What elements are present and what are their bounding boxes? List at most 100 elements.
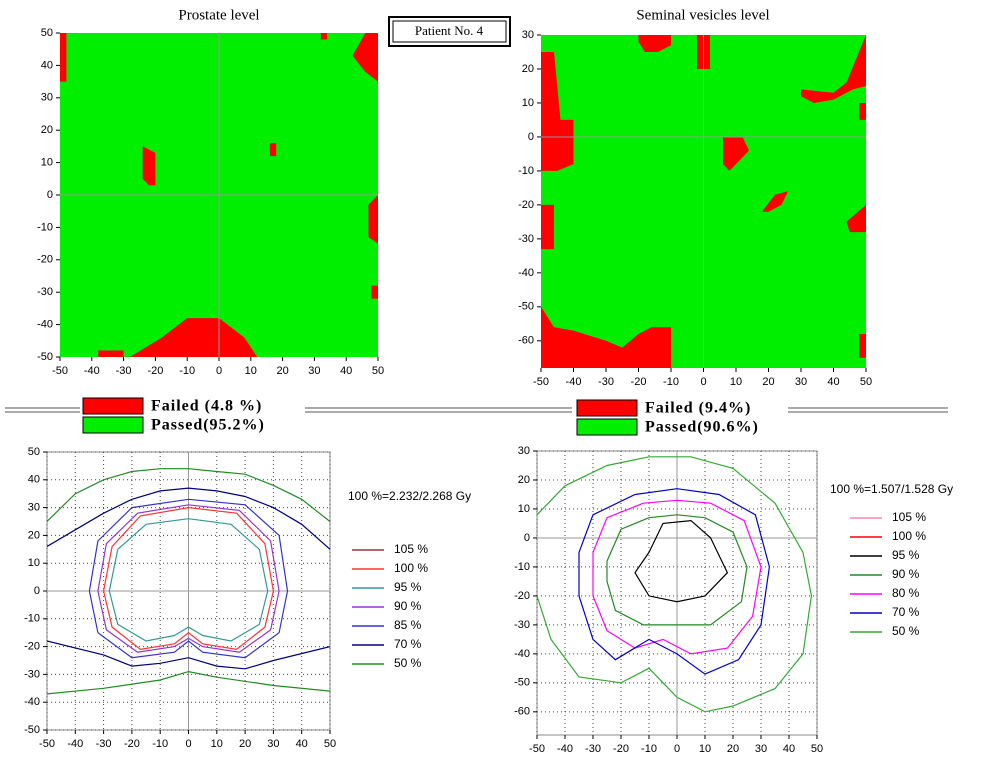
y-tick-label: -10 <box>514 561 530 573</box>
x-tick-label: 0 <box>216 365 222 377</box>
y-tick-label: 30 <box>522 29 534 41</box>
y-tick-label: -40 <box>37 319 53 331</box>
failed-region <box>762 191 788 212</box>
y-tick-label: -60 <box>514 706 530 718</box>
legend-label: Passed(95.2%) <box>151 417 265 434</box>
legend-label: 50 % <box>394 656 422 670</box>
failed-region <box>352 33 378 82</box>
x-tick-label: -30 <box>598 376 614 388</box>
legend-label: 100 % <box>394 561 428 575</box>
x-tick-label: 10 <box>699 743 711 755</box>
y-tick-label: -10 <box>37 221 53 233</box>
chart-title: Prostate level <box>178 7 259 23</box>
legend-label: 105 % <box>394 542 428 556</box>
x-tick-label: 30 <box>267 738 279 750</box>
y-tick-label: 30 <box>28 502 40 514</box>
y-tick-label: 10 <box>518 503 530 515</box>
label-box <box>388 16 511 47</box>
y-tick-label: -20 <box>518 199 534 211</box>
y-tick-label: 10 <box>522 97 534 109</box>
failed-region <box>60 33 67 82</box>
x-tick-label: 50 <box>860 376 872 388</box>
failed-region <box>638 35 671 52</box>
legend-label: 50 % <box>892 624 920 638</box>
x-tick-label: 10 <box>730 376 742 388</box>
x-tick-label: 30 <box>795 376 807 388</box>
legend-label: Failed (9.4%) <box>645 400 751 417</box>
failed-region <box>859 103 866 120</box>
x-tick-label: -30 <box>116 365 132 377</box>
plot <box>537 456 813 713</box>
x-tick-label: -10 <box>663 376 679 388</box>
isodose-line <box>634 519 729 603</box>
legend-label: 80 % <box>892 586 920 600</box>
legend-label: 70 % <box>892 605 920 619</box>
failed-region <box>142 146 156 186</box>
x-tick-label: 30 <box>755 743 767 755</box>
x-tick-label: -20 <box>613 743 629 755</box>
x-tick-label: -50 <box>39 738 55 750</box>
y-tick-label: 0 <box>47 189 53 201</box>
x-tick-label: -40 <box>557 743 573 755</box>
y-tick-label: 30 <box>41 92 53 104</box>
y-tick-label: -50 <box>37 351 53 363</box>
x-tick-label: -40 <box>566 376 582 388</box>
legend-label: 90 % <box>892 567 920 581</box>
x-tick-label: -30 <box>96 738 112 750</box>
failed-region <box>371 285 378 299</box>
y-tick-label: -30 <box>518 233 534 245</box>
failed-region <box>320 33 328 40</box>
x-tick-label: -20 <box>631 376 647 388</box>
x-tick-label: 50 <box>372 365 384 377</box>
isodose-line <box>97 504 280 653</box>
legend-swatch <box>82 416 144 434</box>
x-tick-label: -10 <box>179 365 195 377</box>
failed-region <box>846 204 866 233</box>
annotation: 100 %=1.507/1.528 Gy <box>830 482 953 496</box>
legend-label: 100 % <box>892 529 926 543</box>
legend-swatch <box>576 399 638 417</box>
y-tick-label: 40 <box>41 59 53 71</box>
isodose-line <box>578 488 771 675</box>
failed-region <box>859 334 866 358</box>
legend-label: 70 % <box>394 637 422 651</box>
plot <box>47 468 330 695</box>
x-tick-label: 0 <box>674 743 680 755</box>
isodose-line <box>537 456 813 713</box>
x-tick-label: 20 <box>239 738 251 750</box>
y-tick-label: 10 <box>41 157 53 169</box>
legend-label: Passed(90.6%) <box>645 419 759 436</box>
y-tick-label: 20 <box>41 124 53 136</box>
y-tick-label: 0 <box>34 585 40 597</box>
label-box-inner <box>392 20 507 43</box>
legend-label: 95 % <box>394 580 422 594</box>
y-tick-label: 0 <box>528 131 534 143</box>
y-tick-label: 40 <box>28 474 40 486</box>
failed-region <box>269 143 277 157</box>
y-tick-label: -30 <box>514 619 530 631</box>
x-tick-label: -50 <box>529 743 545 755</box>
failed-region <box>368 195 378 244</box>
patient-label: Patient No. 4 <box>415 23 484 38</box>
x-tick-label: 0 <box>700 376 706 388</box>
x-tick-label: 10 <box>211 738 223 750</box>
x-tick-label: 10 <box>245 365 257 377</box>
failed-region <box>723 136 749 171</box>
x-tick-label: 0 <box>185 738 191 750</box>
x-tick-label: 40 <box>340 365 352 377</box>
failed-region <box>541 306 671 368</box>
x-tick-label: 20 <box>727 743 739 755</box>
y-tick-label: -50 <box>518 301 534 313</box>
y-tick-label: 20 <box>522 63 534 75</box>
isodose-line <box>88 498 289 659</box>
x-tick-label: -10 <box>641 743 657 755</box>
y-tick-label: -60 <box>518 335 534 347</box>
x-tick-label: -50 <box>533 376 549 388</box>
y-tick-label: -10 <box>518 165 534 177</box>
legend-label: 85 % <box>394 618 422 632</box>
y-tick-label: -40 <box>24 696 40 708</box>
failed-region <box>541 52 574 171</box>
x-tick-label: -50 <box>52 365 68 377</box>
